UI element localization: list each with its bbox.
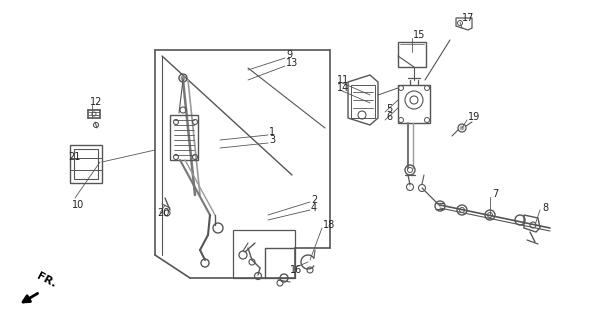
- Bar: [398, 85, 430, 123]
- Bar: [351, 85, 375, 118]
- Text: 9: 9: [286, 50, 292, 60]
- Text: 8: 8: [542, 203, 548, 213]
- Text: 14: 14: [337, 83, 349, 93]
- Text: 1: 1: [269, 127, 275, 137]
- Text: 10: 10: [72, 200, 84, 210]
- Text: 13: 13: [286, 58, 298, 68]
- Text: 7: 7: [492, 189, 498, 199]
- Text: 12: 12: [90, 97, 102, 107]
- Text: 11: 11: [337, 75, 349, 85]
- Text: 18: 18: [323, 220, 335, 230]
- Text: 19: 19: [468, 112, 481, 122]
- Text: FR.: FR.: [35, 270, 58, 289]
- Bar: [74, 149, 98, 179]
- Text: 2: 2: [311, 195, 317, 205]
- Text: 21: 21: [68, 152, 80, 162]
- Bar: [233, 230, 295, 278]
- Text: 17: 17: [462, 13, 475, 23]
- Circle shape: [181, 76, 185, 80]
- Text: 6: 6: [386, 112, 392, 122]
- Bar: [70, 145, 102, 183]
- Text: 15: 15: [413, 30, 425, 40]
- Text: 20: 20: [157, 208, 169, 218]
- Text: 3: 3: [269, 135, 275, 145]
- Text: 4: 4: [311, 203, 317, 213]
- Text: 16: 16: [290, 265, 302, 275]
- Bar: [170, 115, 198, 160]
- Bar: [398, 42, 426, 67]
- Circle shape: [460, 126, 464, 130]
- Text: 5: 5: [386, 104, 392, 114]
